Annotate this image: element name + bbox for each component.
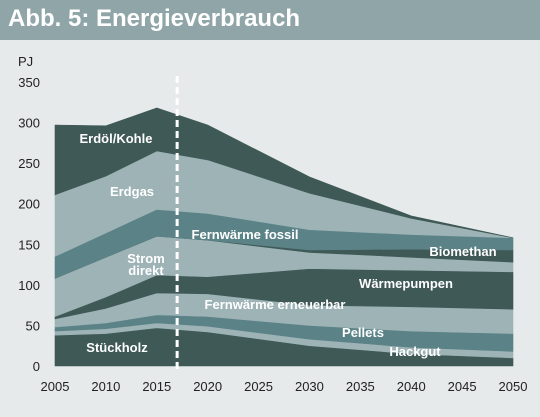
x-tick-label: 2030 [295, 379, 324, 394]
area-erdoel-kohle [54, 107, 514, 239]
series-label-strom-direkt: Strom [127, 251, 165, 266]
series-label-hackgut: Hackgut [389, 344, 441, 359]
energy-consumption-chart: 0 50 100 150 200 250 300 350 PJ 2005 2010 2015 2020 2… [18, 54, 528, 394]
y-tick-label: 0 [33, 359, 40, 374]
y-tick-label: 50 [26, 318, 40, 333]
series-label-stueckholz: Stückholz [86, 340, 148, 355]
series-label-strom-direkt: direkt [128, 263, 164, 278]
chart-title: Abb. 5: Energieverbrauch [8, 5, 301, 32]
x-tick-label: 2045 [448, 379, 477, 394]
series-label-pellets: Pellets [342, 325, 384, 340]
x-tick-label: 2010 [91, 379, 120, 394]
x-tick-label: 2020 [193, 379, 222, 394]
y-tick-label: 150 [18, 237, 40, 252]
y-axis-label: PJ [18, 54, 33, 69]
series-label-fernwaerme-erneuerbar: Fernwärme erneuerbar [205, 297, 346, 312]
series-label-biomethan: Biomethan [429, 244, 496, 259]
x-tick-label: 2005 [41, 379, 70, 394]
x-tick-label: 2035 [346, 379, 375, 394]
x-tick-label: 2025 [244, 379, 273, 394]
title-bar: Abb. 5: Energieverbrauch [0, 0, 540, 40]
y-tick-label: 250 [18, 156, 40, 171]
y-tick-label: 100 [18, 278, 40, 293]
x-tick-label: 2015 [142, 379, 171, 394]
y-tick-label: 350 [18, 75, 40, 90]
series-label-fernwaerme-fossil: Fernwärme fossil [192, 227, 299, 242]
y-tick-label: 300 [18, 116, 40, 131]
x-tick-label: 2040 [397, 379, 426, 394]
series-label-waermepumpen: Wärmepumpen [359, 276, 453, 291]
series-label-erdgas: Erdgas [110, 184, 154, 199]
series-label-erdoel-kohle: Erdöl/Kohle [80, 131, 153, 146]
x-tick-label: 2050 [499, 379, 528, 394]
y-tick-label: 200 [18, 197, 40, 212]
